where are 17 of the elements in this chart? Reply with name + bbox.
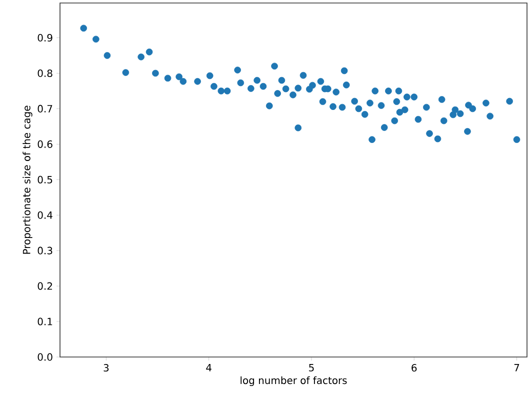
x-tick-label: 7 <box>514 364 520 372</box>
y-tick-label: 0.9 <box>38 34 52 42</box>
y-tick-label: 0.6 <box>38 140 52 148</box>
x-tick-label: 6 <box>412 364 417 372</box>
x-axis-title: log number of factors <box>240 376 347 386</box>
y-tick-label: 0.4 <box>38 211 52 219</box>
y-tick-label: 0.1 <box>38 318 52 326</box>
y-tick-label: 0.2 <box>38 282 52 290</box>
y-tick-label: 0.3 <box>38 246 52 254</box>
x-tick-label: 5 <box>309 364 314 372</box>
y-tick-label: 0.5 <box>38 176 52 184</box>
y-axis-title: Proportionate size of the cage <box>22 106 32 254</box>
y-tick-label: 0.0 <box>38 353 52 361</box>
y-tick-label: 0.8 <box>38 69 52 77</box>
x-tick-label: 3 <box>104 364 109 372</box>
x-tick-label: 4 <box>206 364 212 372</box>
y-tick-label: 0.7 <box>38 104 52 112</box>
